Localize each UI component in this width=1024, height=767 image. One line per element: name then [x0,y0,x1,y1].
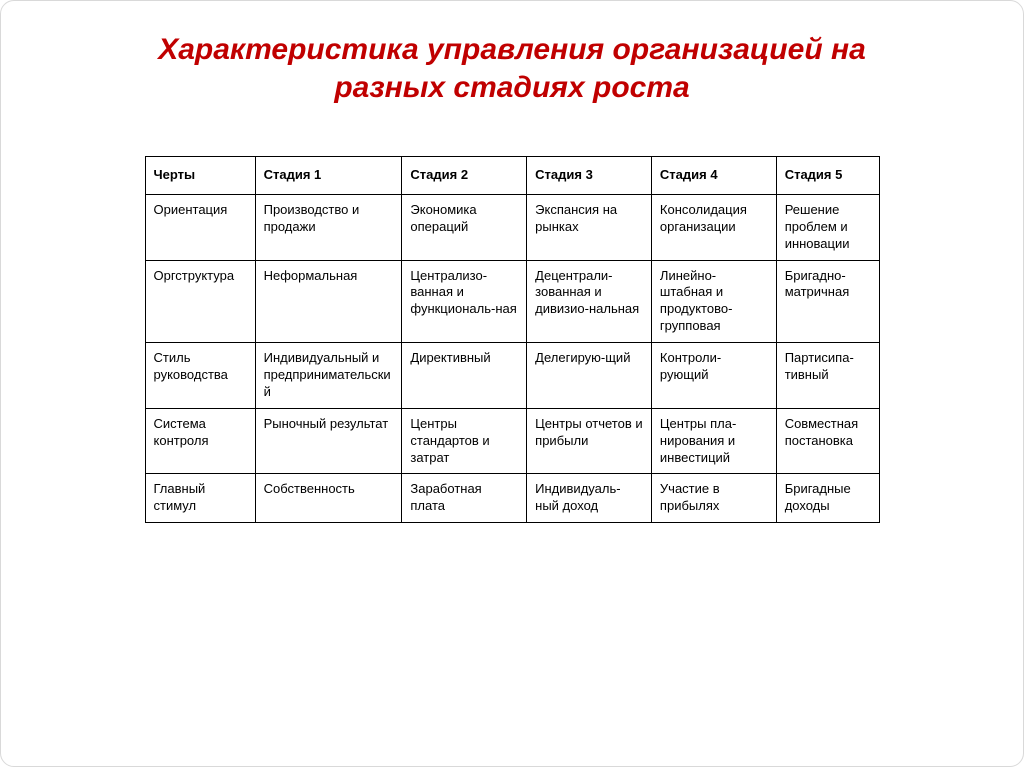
col-header: Стадия 2 [402,157,527,195]
col-header: Стадия 1 [255,157,402,195]
table-cell: Индивидуаль-ный доход [527,474,652,523]
row-header: Система контроля [145,408,255,474]
table-row: Стиль руководства Индивидуальный и предп… [145,343,879,409]
table-row: Главный стимул Собственность Заработная … [145,474,879,523]
row-header: Оргструктура [145,260,255,343]
table-container: Черты Стадия 1 Стадия 2 Стадия 3 Стадия … [145,156,880,523]
table-cell: Заработная плата [402,474,527,523]
table-cell: Линейно-штабная и продуктово-групповая [651,260,776,343]
table-cell: Центры отчетов и прибыли [527,408,652,474]
table-cell: Центры пла-нирования и инвестиций [651,408,776,474]
page-title: Характеристика управления организацией н… [102,31,922,106]
slide-frame: Характеристика управления организацией н… [0,0,1024,767]
table-cell: Контроли-рующий [651,343,776,409]
table-cell: Решение проблем и инновации [776,194,879,260]
table-cell: Бригадно-матричная [776,260,879,343]
row-header: Ориентация [145,194,255,260]
col-header: Стадия 4 [651,157,776,195]
table-cell: Экономика операций [402,194,527,260]
table-cell: Неформальная [255,260,402,343]
table-cell: Бригадные доходы [776,474,879,523]
growth-stages-table: Черты Стадия 1 Стадия 2 Стадия 3 Стадия … [145,156,880,523]
table-header-row: Черты Стадия 1 Стадия 2 Стадия 3 Стадия … [145,157,879,195]
table-cell: Партисипа-тивный [776,343,879,409]
col-header: Черты [145,157,255,195]
table-cell: Совместная постановка [776,408,879,474]
table-row: Оргструктура Неформальная Централизо-ван… [145,260,879,343]
table-row: Ориентация Производство и продажи Эконом… [145,194,879,260]
table-cell: Центры стандартов и затрат [402,408,527,474]
table-cell: Директивный [402,343,527,409]
row-header: Стиль руководства [145,343,255,409]
table-cell: Централизо-ванная и функциональ-ная [402,260,527,343]
table-cell: Рыночный результат [255,408,402,474]
table-cell: Участие в прибылях [651,474,776,523]
table-cell: Децентрали-зованная и дивизио-нальная [527,260,652,343]
col-header: Стадия 3 [527,157,652,195]
col-header: Стадия 5 [776,157,879,195]
table-cell: Делегирую-щий [527,343,652,409]
table-cell: Консолидация организации [651,194,776,260]
table-cell: Экспансия на рынках [527,194,652,260]
table-cell: Собственность [255,474,402,523]
table-cell: Индивидуальный и предпринимательский [255,343,402,409]
table-cell: Производство и продажи [255,194,402,260]
row-header: Главный стимул [145,474,255,523]
table-row: Система контроля Рыночный результат Цент… [145,408,879,474]
